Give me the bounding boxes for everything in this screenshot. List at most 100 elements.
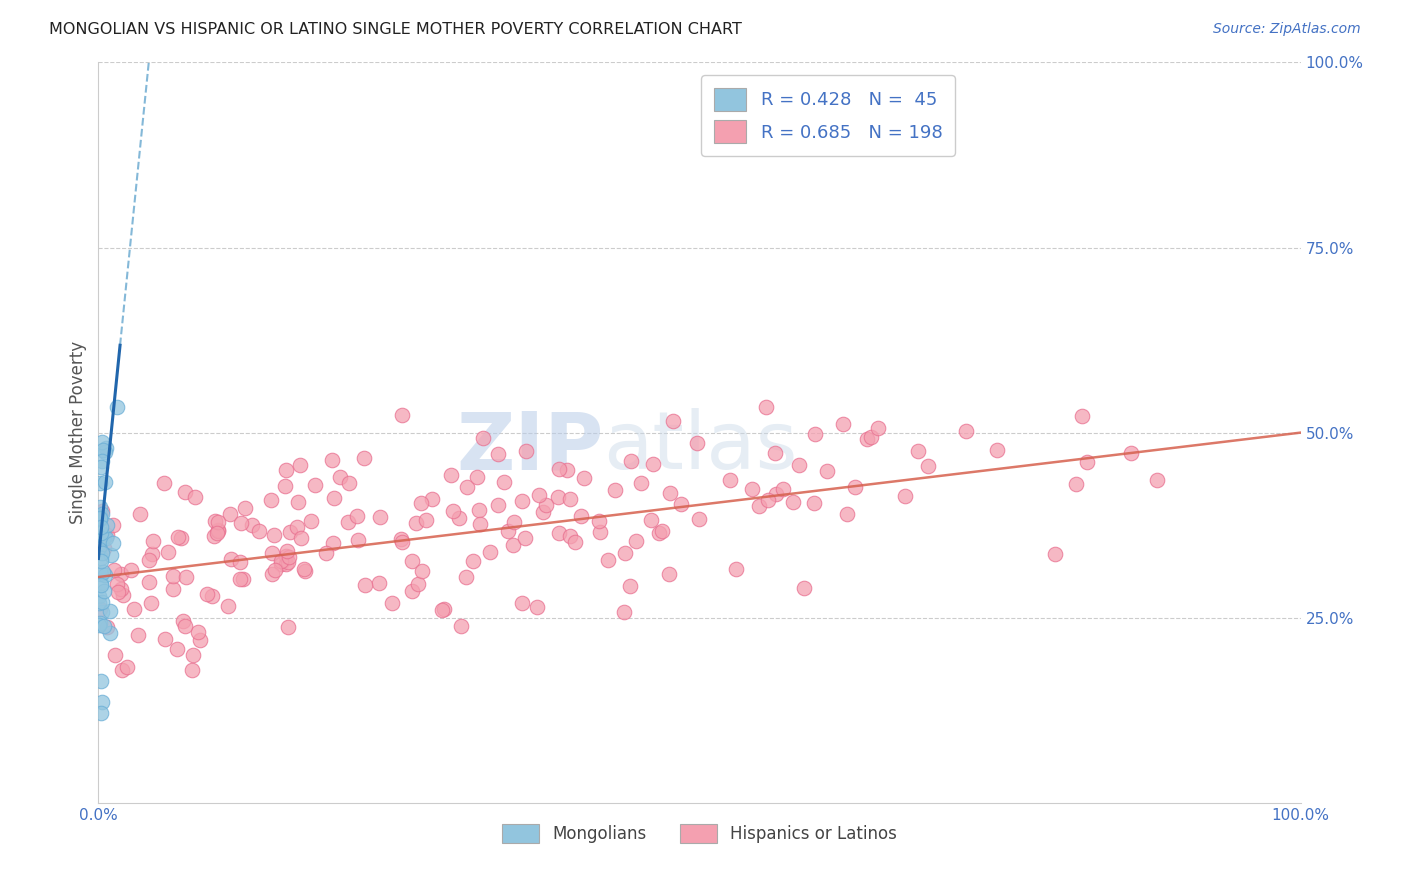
Text: Source: ZipAtlas.com: Source: ZipAtlas.com	[1213, 22, 1361, 37]
Point	[907, 444, 929, 458]
Point	[669, 497, 692, 511]
Point	[90, 435, 112, 450]
Point	[614, 545, 637, 559]
Point	[278, 549, 301, 564]
Point	[439, 467, 461, 482]
Point	[276, 555, 298, 569]
Point	[90, 525, 112, 540]
Point	[270, 553, 292, 567]
Point	[558, 528, 581, 542]
Point	[229, 572, 252, 586]
Point	[510, 596, 533, 610]
Point	[1146, 473, 1168, 487]
Point	[100, 548, 122, 562]
Point	[207, 516, 229, 530]
Point	[513, 532, 536, 546]
Point	[619, 579, 641, 593]
Point	[240, 517, 263, 532]
Point	[117, 659, 139, 673]
Point	[547, 490, 569, 504]
Point	[104, 648, 127, 663]
Point	[89, 509, 111, 524]
Point	[323, 491, 346, 505]
Point	[89, 535, 111, 549]
Point	[93, 541, 115, 555]
Point	[217, 599, 239, 614]
Point	[381, 596, 404, 610]
Point	[659, 486, 682, 500]
Point	[456, 570, 478, 584]
Point	[603, 483, 626, 498]
Point	[98, 604, 121, 618]
Point	[855, 432, 877, 446]
Point	[447, 511, 470, 525]
Point	[94, 441, 117, 455]
Point	[468, 503, 491, 517]
Point	[741, 482, 763, 496]
Point	[90, 578, 112, 592]
Point	[138, 552, 160, 566]
Point	[262, 567, 284, 582]
Point	[835, 507, 858, 521]
Point	[630, 475, 652, 490]
Point	[624, 534, 647, 549]
Point	[276, 543, 298, 558]
Point	[450, 619, 472, 633]
Point	[90, 695, 112, 709]
Point	[315, 546, 337, 560]
Legend: Mongolians, Hispanics or Latinos: Mongolians, Hispanics or Latinos	[495, 817, 904, 850]
Point	[188, 632, 211, 647]
Point	[596, 553, 619, 567]
Point	[353, 450, 375, 465]
Point	[138, 574, 160, 589]
Point	[205, 525, 228, 540]
Point	[620, 454, 643, 468]
Point	[555, 463, 578, 477]
Point	[405, 516, 427, 530]
Point	[461, 554, 484, 568]
Point	[183, 490, 205, 504]
Point	[347, 533, 370, 548]
Point	[1121, 446, 1143, 460]
Point	[299, 514, 322, 528]
Point	[90, 567, 112, 582]
Point	[718, 473, 741, 487]
Point	[613, 605, 636, 619]
Point	[157, 545, 180, 559]
Point	[486, 447, 509, 461]
Point	[456, 480, 478, 494]
Point	[90, 520, 112, 534]
Point	[162, 569, 184, 583]
Point	[755, 400, 778, 414]
Point	[87, 542, 110, 557]
Point	[166, 642, 188, 657]
Point	[89, 500, 111, 515]
Point	[526, 599, 548, 614]
Point	[572, 471, 595, 485]
Point	[401, 554, 423, 568]
Y-axis label: Single Mother Poverty: Single Mother Poverty	[69, 341, 87, 524]
Point	[1076, 455, 1098, 469]
Point	[89, 615, 111, 630]
Point	[90, 706, 112, 721]
Point	[221, 552, 243, 566]
Point	[87, 589, 110, 603]
Text: ZIP: ZIP	[456, 409, 603, 486]
Point	[270, 558, 292, 572]
Point	[860, 430, 883, 444]
Point	[90, 575, 112, 590]
Point	[274, 549, 297, 563]
Point	[233, 500, 256, 515]
Point	[172, 614, 194, 628]
Point	[170, 531, 193, 545]
Point	[98, 625, 121, 640]
Point	[803, 427, 825, 442]
Point	[411, 564, 433, 578]
Point	[441, 504, 464, 518]
Point	[337, 515, 360, 529]
Point	[534, 499, 557, 513]
Point	[648, 526, 671, 541]
Point	[202, 529, 225, 543]
Point	[409, 496, 432, 510]
Point	[420, 491, 443, 506]
